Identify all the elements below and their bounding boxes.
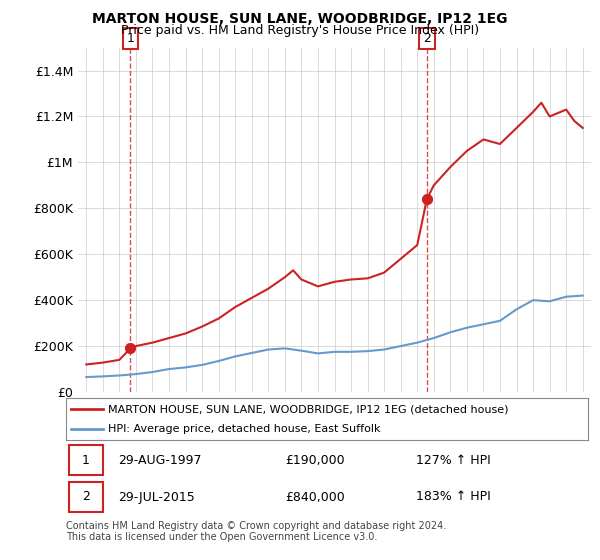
Text: 2: 2: [423, 32, 431, 45]
Point: [422, 195, 431, 204]
Text: 2: 2: [82, 491, 90, 503]
Text: MARTON HOUSE, SUN LANE, WOODBRIDGE, IP12 1EG: MARTON HOUSE, SUN LANE, WOODBRIDGE, IP12…: [92, 12, 508, 26]
Text: 29-JUL-2015: 29-JUL-2015: [118, 491, 195, 503]
Text: 127% ↑ HPI: 127% ↑ HPI: [416, 454, 490, 467]
Text: Contains HM Land Registry data © Crown copyright and database right 2024.
This d: Contains HM Land Registry data © Crown c…: [66, 521, 446, 543]
Text: 1: 1: [82, 454, 90, 467]
Text: 1: 1: [127, 32, 134, 45]
Text: 183% ↑ HPI: 183% ↑ HPI: [416, 491, 490, 503]
Point: [125, 344, 135, 353]
FancyBboxPatch shape: [68, 482, 103, 512]
FancyBboxPatch shape: [68, 445, 103, 475]
Text: £840,000: £840,000: [285, 491, 345, 503]
Text: 29-AUG-1997: 29-AUG-1997: [118, 454, 202, 467]
Text: MARTON HOUSE, SUN LANE, WOODBRIDGE, IP12 1EG (detached house): MARTON HOUSE, SUN LANE, WOODBRIDGE, IP12…: [108, 404, 508, 414]
Text: HPI: Average price, detached house, East Suffolk: HPI: Average price, detached house, East…: [108, 424, 380, 434]
Text: Price paid vs. HM Land Registry's House Price Index (HPI): Price paid vs. HM Land Registry's House …: [121, 24, 479, 36]
Text: £190,000: £190,000: [285, 454, 345, 467]
